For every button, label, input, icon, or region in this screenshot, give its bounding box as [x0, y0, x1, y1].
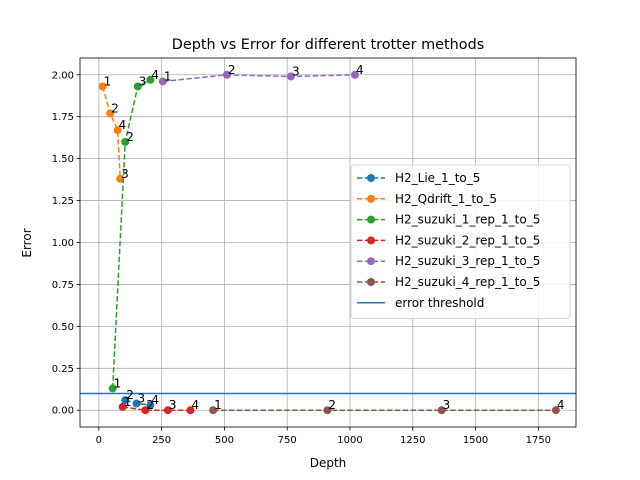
- series-line: [101, 86, 121, 179]
- data-label: 4: [192, 398, 200, 412]
- data-label: 2: [328, 398, 336, 412]
- legend-label: H2_suzuki_1_rep_1_to_5: [395, 213, 540, 227]
- legend-label: H2_Lie_1_to_5: [395, 171, 480, 185]
- data-point: [108, 384, 117, 393]
- chart-title: Depth vs Error for different trotter met…: [172, 37, 484, 53]
- data-label: 4: [119, 118, 127, 132]
- series-H2_suzuki_1_rep_1_to_5: 123 4: [108, 68, 159, 393]
- y-tick-label: 1.00: [52, 238, 74, 249]
- series-line: [122, 406, 191, 411]
- data-point: [132, 399, 141, 408]
- legend: H2_Lie_1_to_5 H2_Qdrift_1_to_5 H2_suzuki_1…: [350, 164, 571, 320]
- data-label: 1: [114, 376, 122, 390]
- legend-label: H2_suzuki_2_rep_1_to_5: [395, 233, 540, 247]
- data-point: [113, 126, 122, 135]
- y-tick-label: 1.75: [52, 112, 74, 123]
- y-tick-label: 1.25: [52, 196, 74, 207]
- legend-marker: [367, 174, 375, 182]
- data-label: 2: [111, 101, 119, 115]
- data-label: 2: [126, 130, 134, 144]
- data-label: 4: [356, 63, 364, 77]
- data-point: [98, 82, 107, 91]
- legend-label: H2_suzuki_3_rep_1_to_5: [395, 254, 540, 268]
- axes: 0 250 500 750 1000 1250 1500 1750 0.00 0.25 0.50 0.…: [52, 57, 577, 446]
- x-tick-label: 250: [152, 435, 171, 446]
- legend-label: H2_Qdrift_1_to_5: [395, 192, 497, 206]
- data-point: [286, 72, 295, 81]
- series-line: [162, 74, 356, 83]
- data-label: 3: [292, 64, 300, 78]
- data-point: [141, 406, 150, 415]
- data-point: [106, 109, 115, 118]
- y-tick-label: 2.00: [52, 70, 74, 81]
- y-tick-label: 0.00: [52, 406, 74, 417]
- data-label: 2: [228, 63, 236, 77]
- series-H2_Qdrift_1_to_5: 1 24 3: [98, 75, 129, 183]
- data-point: [118, 402, 127, 411]
- series-H2_suzuki_4_rep_1_to_5: 1 2 3 4: [209, 398, 565, 415]
- legend-box: [350, 164, 571, 320]
- y-tick-label: 1.50: [52, 154, 74, 165]
- data-point: [551, 406, 560, 415]
- data-label: 4: [557, 398, 565, 412]
- legend-label: H2_suzuki_4_rep_1_to_5: [395, 275, 540, 289]
- y-tick-label: 0.75: [52, 280, 74, 291]
- legend-marker: [367, 215, 375, 224]
- legend-marker: [367, 194, 375, 203]
- data-label: 2: [146, 398, 154, 412]
- y-axis-label: Error: [20, 228, 34, 257]
- data-point: [350, 70, 359, 79]
- data-label: 4: [151, 68, 159, 82]
- data-label: 4: [151, 393, 159, 407]
- data-point: [121, 137, 130, 146]
- legend-label: error threshold: [395, 296, 484, 310]
- data-point: [116, 174, 125, 183]
- x-tick-label: 500: [215, 435, 234, 446]
- data-label: 3: [443, 398, 451, 412]
- legend-marker: [367, 278, 375, 286]
- x-tick-label: 1750: [526, 435, 551, 446]
- x-tick-label: 1500: [463, 435, 488, 446]
- data-label: 3: [138, 392, 146, 406]
- data-point: [222, 70, 231, 79]
- data-point: [133, 82, 142, 91]
- data-label: 1: [124, 395, 132, 409]
- y-tick-label: 0.50: [52, 322, 74, 333]
- data-label: 1: [214, 398, 222, 412]
- data-point: [158, 77, 167, 86]
- data-label: 3: [169, 398, 177, 412]
- x-axis-label: Depth: [310, 456, 347, 470]
- data-point: [323, 406, 332, 415]
- x-tick-label: 1000: [337, 435, 362, 446]
- data-point: [209, 406, 218, 415]
- data-point: [146, 75, 155, 84]
- data-point: [186, 406, 195, 415]
- x-tick-label: 0: [96, 435, 102, 446]
- y-tick-label: 0.25: [52, 364, 74, 375]
- data-label: 2: [126, 388, 134, 402]
- data-label: 1: [164, 69, 172, 83]
- data-label: 1: [104, 75, 112, 89]
- plot-frame: [79, 57, 577, 428]
- x-tick-label: 1250: [400, 435, 425, 446]
- series-H2_suzuki_3_rep_1_to_5: 1 2 3 4: [158, 63, 364, 86]
- legend-marker: [367, 236, 375, 245]
- data-point: [437, 406, 446, 415]
- data-label: 3: [121, 167, 129, 181]
- data-label: 3: [139, 75, 147, 89]
- data-point: [121, 396, 130, 405]
- data-point: [163, 406, 172, 415]
- legend-marker: [367, 257, 375, 266]
- data-point: [146, 401, 155, 410]
- series-line: [111, 79, 151, 389]
- x-tick-label: 750: [278, 435, 297, 446]
